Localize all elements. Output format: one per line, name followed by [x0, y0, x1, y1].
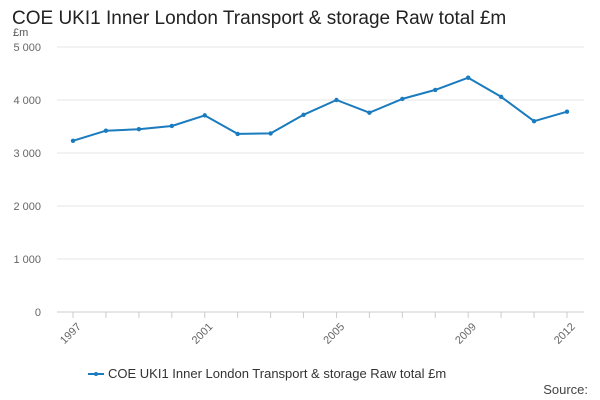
data-point: [169, 123, 174, 129]
data-point: [202, 113, 207, 118]
axes: 0 1 000 2 000 3 000 4 000 5 000 1997 2001 2005 20…: [13, 42, 577, 347]
legend: COE UKI1 Inner London Transport & storag…: [88, 366, 446, 381]
y-tick-label: 4 000: [13, 95, 41, 107]
data-point: [136, 126, 142, 132]
y-tick-label: 0: [35, 307, 41, 319]
y-tick-label: 1 000: [13, 254, 41, 266]
data-point: [433, 87, 438, 93]
data-point: [103, 128, 109, 133]
data-point: [70, 138, 76, 144]
legend-swatch-icon: [88, 371, 104, 376]
data-point: [301, 112, 306, 118]
data-point: [498, 94, 504, 100]
data-point: [400, 96, 405, 102]
data-point: [531, 119, 537, 124]
legend-series-label: COE UKI1 Inner London Transport & storag…: [108, 366, 447, 381]
y-tick-label: 5 000: [13, 42, 41, 54]
x-tick-label: 2005: [321, 321, 347, 347]
data-point: [564, 109, 570, 114]
x-tick-label: 2009: [453, 321, 479, 347]
gridlines: [57, 46, 584, 313]
data-point: [466, 75, 471, 80]
data-point: [367, 110, 372, 115]
data-point: [268, 131, 273, 136]
x-tick-label: 1997: [58, 321, 84, 347]
y-tick-label: 3 000: [13, 148, 41, 160]
series-line: [72, 76, 568, 142]
chart-title: COE UKI1 Inner London Transport & storag…: [12, 8, 507, 29]
series-layer: [70, 75, 570, 144]
x-tick-label: 2001: [190, 321, 216, 347]
data-point: [334, 97, 339, 103]
source-label: Source:: [543, 382, 588, 397]
x-tick-label: 2012: [552, 321, 578, 347]
y-tick-label: 2 000: [13, 201, 41, 213]
data-point: [235, 131, 240, 137]
y-axis-unit-label: £m: [13, 27, 29, 39]
